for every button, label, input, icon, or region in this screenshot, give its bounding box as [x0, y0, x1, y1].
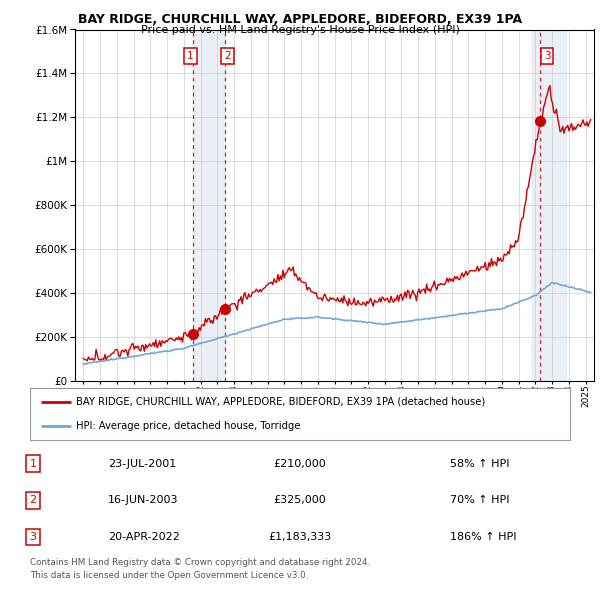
- Text: BAY RIDGE, CHURCHILL WAY, APPLEDORE, BIDEFORD, EX39 1PA: BAY RIDGE, CHURCHILL WAY, APPLEDORE, BID…: [78, 13, 522, 26]
- Text: £210,000: £210,000: [274, 459, 326, 468]
- Text: £325,000: £325,000: [274, 496, 326, 505]
- Text: 16-JUN-2003: 16-JUN-2003: [108, 496, 179, 505]
- Text: 58% ↑ HPI: 58% ↑ HPI: [450, 459, 509, 468]
- Text: 3: 3: [29, 532, 37, 542]
- Text: Contains HM Land Registry data © Crown copyright and database right 2024.: Contains HM Land Registry data © Crown c…: [30, 558, 370, 567]
- Text: BAY RIDGE, CHURCHILL WAY, APPLEDORE, BIDEFORD, EX39 1PA (detached house): BAY RIDGE, CHURCHILL WAY, APPLEDORE, BID…: [76, 396, 485, 407]
- Text: 20-APR-2022: 20-APR-2022: [108, 532, 180, 542]
- Text: HPI: Average price, detached house, Torridge: HPI: Average price, detached house, Torr…: [76, 421, 301, 431]
- Bar: [532, 30, 566, 381]
- Bar: [193, 30, 225, 381]
- Text: 3: 3: [544, 51, 550, 61]
- Text: 2: 2: [29, 496, 37, 505]
- Text: 2: 2: [224, 51, 231, 61]
- Text: Price paid vs. HM Land Registry's House Price Index (HPI): Price paid vs. HM Land Registry's House …: [140, 25, 460, 35]
- Text: 1: 1: [29, 459, 37, 468]
- Text: 186% ↑ HPI: 186% ↑ HPI: [450, 532, 517, 542]
- Text: £1,183,333: £1,183,333: [268, 532, 332, 542]
- Text: 70% ↑ HPI: 70% ↑ HPI: [450, 496, 509, 505]
- Text: 1: 1: [187, 51, 194, 61]
- Text: 23-JUL-2001: 23-JUL-2001: [108, 459, 176, 468]
- Text: This data is licensed under the Open Government Licence v3.0.: This data is licensed under the Open Gov…: [30, 571, 308, 580]
